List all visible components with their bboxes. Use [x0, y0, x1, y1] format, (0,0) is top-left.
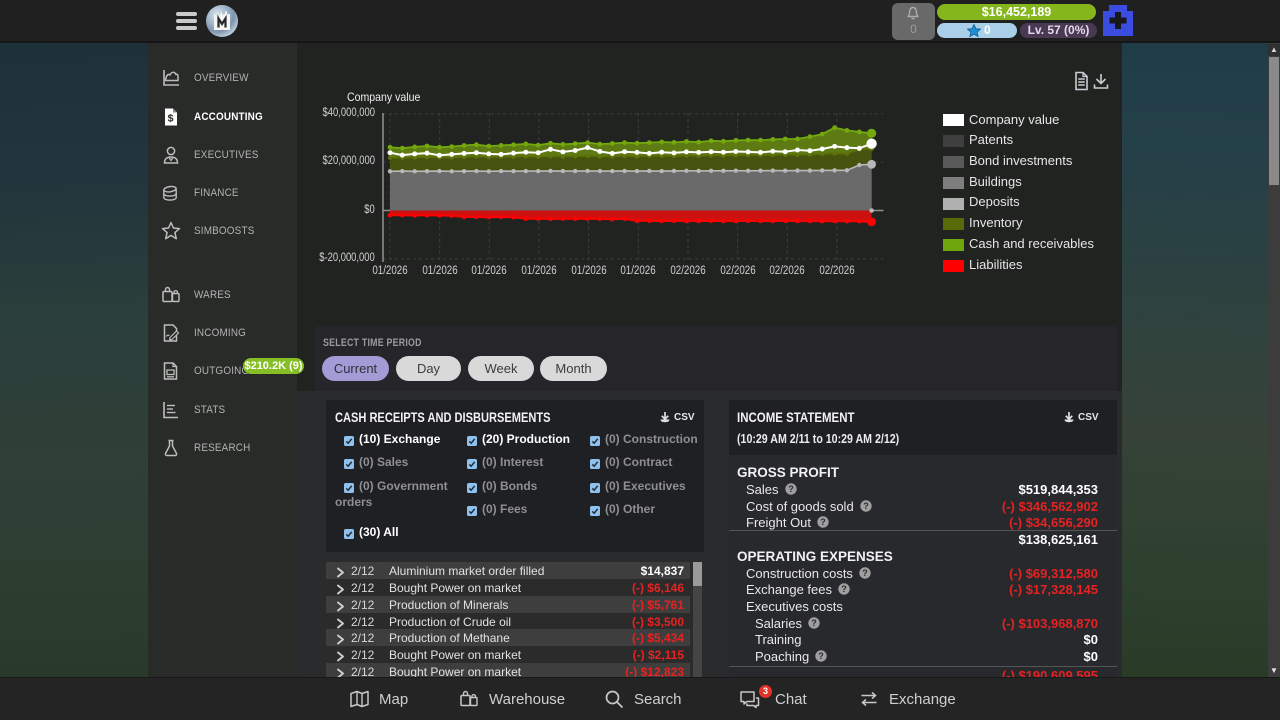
svg-text:?: ?: [811, 618, 817, 628]
svg-text:?: ?: [841, 584, 847, 594]
svg-text:?: ?: [788, 484, 794, 494]
svg-text:?: ?: [863, 501, 869, 511]
svg-text:?: ?: [820, 517, 826, 527]
svg-text:?: ?: [818, 651, 824, 661]
svg-text:?: ?: [862, 568, 868, 578]
svg-text:$: $: [168, 113, 174, 125]
